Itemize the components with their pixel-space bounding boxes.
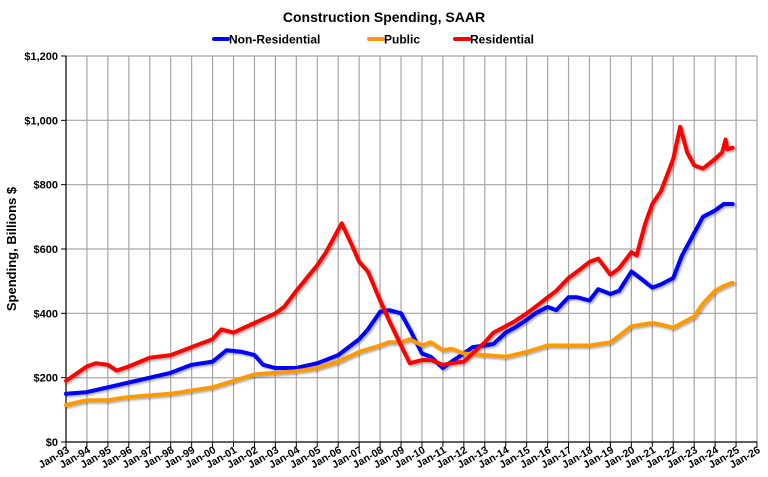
y-tick-label: $600: [34, 244, 58, 256]
legend-label-non-residential: Non-Residential: [229, 33, 320, 47]
y-tick-label: $1,000: [24, 115, 58, 127]
y-axis-label: Spending, Billions $: [4, 186, 19, 311]
y-tick-label: $400: [34, 308, 58, 320]
y-tick-label: $1,200: [24, 51, 58, 63]
series-lines: [64, 124, 735, 407]
series-line-residential: [64, 124, 735, 383]
legend: Non-Residential Public Residential: [212, 33, 534, 47]
legend-label-public: Public: [384, 33, 420, 47]
grid: [66, 55, 758, 442]
y-tick-label: $0: [46, 437, 58, 449]
y-tick-label: $200: [34, 373, 58, 385]
chart-title: Construction Spending, SAAR: [283, 9, 485, 25]
legend-label-residential: Residential: [470, 33, 534, 47]
series-line-public: [64, 280, 735, 407]
y-tick-label: $800: [34, 180, 58, 192]
